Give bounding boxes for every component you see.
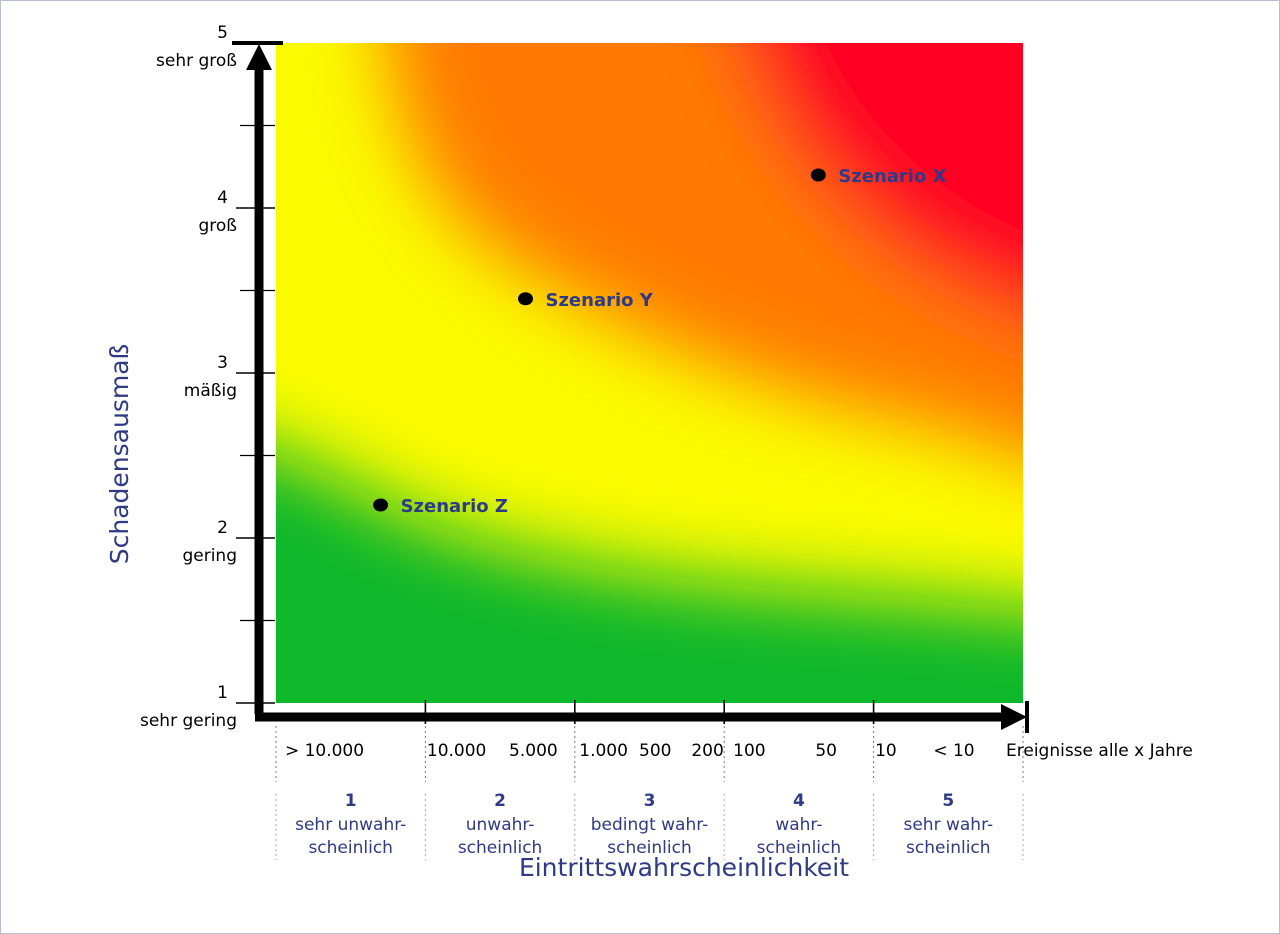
x-tick-label-2: 10.000	[427, 741, 486, 761]
y-tick-text-3: mäßig	[184, 381, 237, 401]
scenario-point-1	[810, 168, 826, 182]
x-tick-label-3: 5.000	[509, 741, 558, 761]
y-tick-text-5: sehr groß	[156, 51, 237, 71]
x-axis-ticks	[424, 700, 875, 724]
category-label-1-line-2: scheinlich	[308, 838, 393, 858]
category-label-4-line-1: wahr-	[775, 815, 822, 835]
x-tick-label-9: 10	[875, 741, 897, 761]
category-label-1-line-1: sehr unwahr-	[295, 815, 406, 835]
category-number-5: 5	[942, 791, 954, 811]
y-tick-text-4: groß	[198, 216, 237, 236]
x-tick-label-10: < 10	[933, 741, 974, 761]
scenario-label-1: Szenario X	[838, 166, 946, 187]
x-tick-label-4: 1.000	[579, 741, 628, 761]
x-categories: 1 sehr unwahr-scheinlich 2 unwahr-scheinlic…	[295, 791, 993, 858]
category-label-5-line-2: scheinlich	[906, 838, 991, 858]
scenario-label-3: Szenario Z	[401, 496, 508, 517]
y-tick-text-2: gering	[182, 546, 237, 566]
category-number-2: 2	[494, 791, 506, 811]
category-number-1: 1	[345, 791, 357, 811]
category-label-2-line-2: scheinlich	[458, 838, 543, 858]
y-tick-text-1: sehr gering	[140, 711, 237, 731]
y-tick-labels: 1 sehr gering 2 gering 3 mäßig 4 groß 5 sehr groß	[140, 23, 237, 731]
x-tick-label-6: 200	[691, 741, 723, 761]
x-tick-label-7: 100	[733, 741, 765, 761]
y-tick-number-5: 5	[217, 23, 228, 43]
x-axis-arrow	[1001, 704, 1027, 730]
category-number-4: 4	[793, 791, 805, 811]
y-tick-number-3: 3	[217, 353, 228, 373]
category-label-5-line-1: sehr wahr-	[903, 815, 993, 835]
y-tick-number-2: 2	[217, 518, 228, 538]
x-tick-label-8: 50	[815, 741, 837, 761]
x-tick-label-1: > 10.000	[285, 741, 364, 761]
risk-gradient-background	[276, 43, 1023, 703]
category-label-3-line-1: bedingt wahr-	[591, 815, 709, 835]
y-tick-number-1: 1	[217, 683, 228, 703]
x-unit-label: Ereignisse alle x Jahre	[1006, 741, 1193, 761]
category-label-3-line-2: scheinlich	[607, 838, 692, 858]
green-zone	[276, 452, 1023, 703]
scenario-points: Szenario X Szenario Y Szenario Z	[373, 166, 947, 517]
axes	[232, 41, 1029, 733]
x-tick-label-5: 500	[639, 741, 671, 761]
y-axis-title: Schadensausmaß	[105, 344, 134, 565]
scenario-point-2	[517, 292, 533, 306]
x-axis-title: Eintrittswahrscheinlichkeit	[519, 853, 849, 882]
y-tick-number-4: 4	[217, 188, 228, 208]
category-number-3: 3	[644, 791, 656, 811]
y-axis-arrow	[246, 44, 272, 70]
category-label-2-line-1: unwahr-	[466, 815, 535, 835]
category-label-4-line-2: scheinlich	[757, 838, 842, 858]
x-tick-labels: > 10.000 10.000 5.000 1.000 500 200 100 50 10 < 1…	[285, 741, 975, 761]
scenario-label-2: Szenario Y	[545, 290, 653, 311]
category-separators	[275, 726, 1024, 860]
scenario-point-3	[373, 498, 389, 512]
red-zone	[741, 43, 1023, 318]
